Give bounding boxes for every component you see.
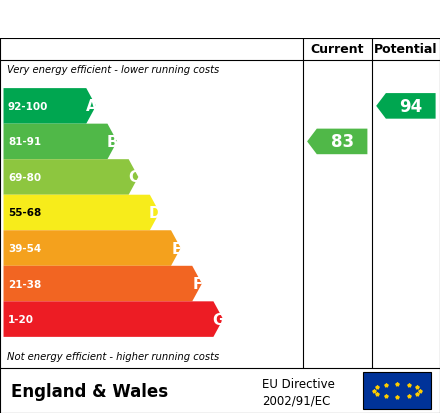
Text: A: A xyxy=(86,99,98,114)
Polygon shape xyxy=(4,160,138,195)
Polygon shape xyxy=(4,301,223,337)
Text: EU Directive: EU Directive xyxy=(262,377,335,391)
Polygon shape xyxy=(4,266,202,301)
Text: 94: 94 xyxy=(399,97,422,116)
Text: 69-80: 69-80 xyxy=(8,173,41,183)
Bar xyxy=(363,372,431,409)
Text: C: C xyxy=(128,170,139,185)
Text: 2002/91/EC: 2002/91/EC xyxy=(262,394,330,407)
Polygon shape xyxy=(4,195,160,231)
Text: B: B xyxy=(107,135,119,150)
Text: 1-20: 1-20 xyxy=(8,314,34,324)
Text: F: F xyxy=(192,276,203,291)
Text: D: D xyxy=(149,206,161,221)
Text: Current: Current xyxy=(311,43,364,56)
Polygon shape xyxy=(4,89,96,124)
Text: Not energy efficient - higher running costs: Not energy efficient - higher running co… xyxy=(7,351,219,361)
Text: Potential: Potential xyxy=(374,43,438,56)
Text: 55-68: 55-68 xyxy=(8,208,41,218)
Text: 81-91: 81-91 xyxy=(8,137,41,147)
Text: Very energy efficient - lower running costs: Very energy efficient - lower running co… xyxy=(7,65,219,75)
Text: England & Wales: England & Wales xyxy=(11,382,168,400)
Text: 92-100: 92-100 xyxy=(8,102,48,112)
Text: E: E xyxy=(171,241,182,256)
Text: Energy Efficiency Rating: Energy Efficiency Rating xyxy=(11,9,307,29)
Text: 21-38: 21-38 xyxy=(8,279,41,289)
Polygon shape xyxy=(376,94,436,119)
Text: 39-54: 39-54 xyxy=(8,243,41,254)
Text: G: G xyxy=(213,312,225,327)
Text: 83: 83 xyxy=(330,133,354,151)
Polygon shape xyxy=(307,129,367,155)
Polygon shape xyxy=(4,124,117,160)
Polygon shape xyxy=(4,231,181,266)
